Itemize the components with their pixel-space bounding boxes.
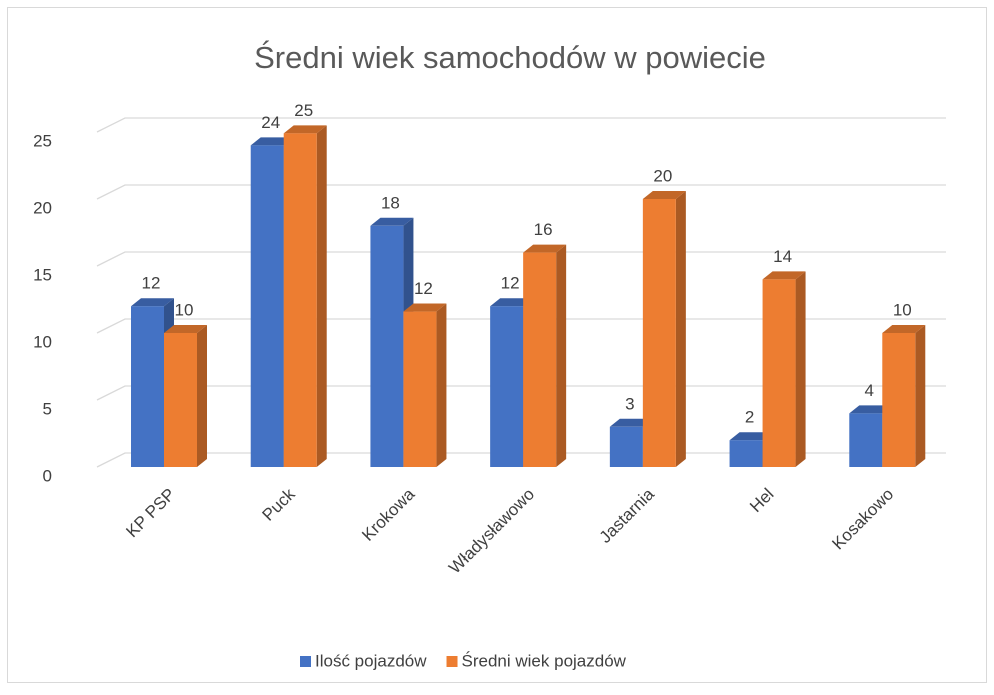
chart-title: Średni wiek samochodów w powiecie [254,39,766,75]
bar-top [849,405,893,414]
legend-label: Średni wiek pojazdów [462,651,627,670]
data-label: 12 [501,274,520,293]
bar-side [795,271,806,467]
bar-front [131,306,164,467]
y-tick-label: 25 [33,131,52,150]
data-label: 3 [625,394,634,413]
bar-side [197,325,207,467]
grid-line [96,184,946,200]
bar-side [915,325,926,467]
bar-front [370,225,404,467]
legend-swatch [300,656,311,667]
bar-top [762,271,806,280]
bar-front [250,145,284,467]
bar [642,191,686,467]
bar [283,125,327,467]
bar-front [609,426,643,467]
bar-front [642,199,676,467]
data-label: 2 [745,408,754,427]
bar-side [316,125,327,467]
bar-top [283,125,327,134]
data-label: 10 [175,300,194,319]
bar-front [729,440,763,467]
bar-top [523,244,567,253]
y-tick-label: 5 [43,399,52,418]
data-label: 18 [381,193,400,212]
bar-top [729,432,773,441]
data-label: 25 [294,101,313,120]
data-label: 20 [653,166,672,185]
bar-top [131,298,174,307]
grid-line [96,117,946,133]
data-label: 16 [534,220,553,239]
bar [164,325,207,467]
bar [882,325,926,467]
bar-front [762,279,796,467]
bar-top [490,298,534,307]
bar-front [283,133,317,467]
bar-front [849,413,883,467]
bar-front [490,306,524,467]
bar-side [675,191,686,467]
data-label: 12 [142,274,161,293]
legend-label: Ilość pojazdów [315,651,427,670]
data-label: 10 [893,300,912,319]
y-tick-label: 10 [33,332,52,351]
data-label: 12 [414,279,433,298]
legend-swatch [446,656,458,667]
bar-front [882,333,916,467]
y-tick-label: 15 [33,265,52,284]
bar-top [370,217,414,226]
data-label: 4 [865,381,874,400]
bar-side [436,303,447,467]
bar [523,244,567,467]
bar-front [523,252,557,467]
bar-top [882,325,926,333]
bar-top [642,191,686,199]
bar-top [609,418,653,427]
bar-top [164,325,207,333]
data-label: 14 [773,247,792,266]
data-label: 24 [261,113,280,132]
y-tick-label: 20 [33,198,52,217]
bar-front [164,333,197,467]
bar-side [556,244,567,467]
bar-top [250,137,294,146]
bar-top [403,303,447,312]
bar [762,271,806,467]
y-tick-label: 0 [43,466,52,485]
bar [403,303,447,467]
bar-front [403,311,437,467]
